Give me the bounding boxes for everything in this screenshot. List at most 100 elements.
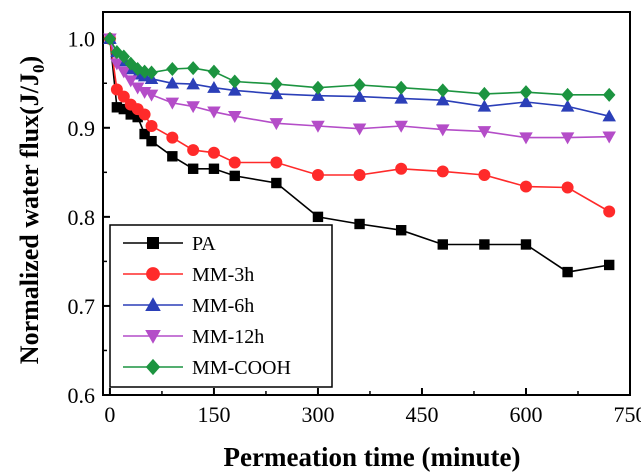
legend-label: MM-COOH — [192, 357, 291, 379]
data-point-mm-3h — [207, 146, 220, 159]
legend-label: MM-12h — [192, 326, 264, 348]
data-point-mm-cooh — [353, 78, 366, 93]
legend-item-mm-cooh: MM-COOH — [123, 357, 291, 379]
data-point-mm-6h — [519, 95, 533, 108]
data-point-mm-6h — [207, 80, 221, 93]
data-point-mm-6h — [165, 76, 180, 89]
data-point-pa — [208, 163, 220, 174]
data-point-pa — [603, 259, 615, 271]
data-point-pa — [312, 211, 324, 223]
data-point-pa — [395, 225, 407, 236]
y-tick-label: 1.0 — [68, 27, 96, 52]
y-tick-label: 0.8 — [68, 205, 96, 230]
data-point-mm-cooh — [602, 87, 616, 102]
data-point-mm-3h — [166, 131, 179, 144]
data-point-pa — [479, 239, 490, 250]
data-point-pa — [520, 239, 532, 250]
y-axis-title-end: ) — [15, 56, 44, 65]
data-point-mm-12h — [144, 89, 159, 102]
plot-frame — [102, 11, 631, 396]
data-point-mm-6h — [394, 91, 408, 104]
legend-item-mm-12h: MM-12h — [123, 326, 264, 348]
x-tick-label: 450 — [405, 402, 438, 427]
data-point-mm-6h — [436, 93, 450, 106]
data-point-mm-12h — [394, 120, 408, 133]
data-point-pa — [271, 177, 282, 189]
data-point-mm-12h — [207, 106, 221, 119]
y-tick-label: 0.6 — [68, 383, 96, 408]
data-point-mm-cooh — [145, 65, 158, 80]
series-layer — [103, 31, 616, 278]
data-point-pa — [562, 266, 573, 278]
data-point-mm-cooh — [311, 80, 325, 95]
data-point-mm-3h — [270, 156, 283, 169]
series-pa — [104, 33, 615, 278]
data-point-mm-cooh — [519, 85, 533, 100]
data-point-mm-12h — [130, 82, 145, 95]
data-point-mm-cooh — [207, 64, 221, 79]
data-point-mm-cooh — [436, 83, 450, 98]
data-point-mm-cooh — [166, 61, 179, 77]
data-point-mm-12h — [519, 132, 533, 145]
data-point-pa — [187, 163, 199, 174]
data-point-mm-3h — [561, 181, 574, 194]
data-point-mm-12h — [269, 118, 284, 131]
legend-item-mm-3h: MM-3h — [123, 264, 254, 286]
legend-marker — [145, 297, 161, 311]
data-point-mm-12h — [436, 124, 450, 137]
data-point-mm-cooh — [228, 74, 241, 89]
data-point-mm-cooh — [478, 86, 491, 101]
data-point-mm-3h — [520, 180, 532, 193]
x-tick-label: 750 — [614, 402, 641, 427]
x-tick-label: 150 — [197, 402, 230, 427]
data-point-pa — [437, 239, 448, 250]
data-point-mm-cooh — [270, 77, 283, 92]
data-point-mm-cooh — [561, 87, 574, 102]
data-point-pa — [132, 111, 143, 123]
data-point-mm-6h — [352, 89, 367, 102]
data-point-mm-12h — [602, 131, 616, 144]
data-point-mm-3h — [145, 120, 158, 132]
data-point-mm-3h — [395, 162, 408, 175]
y-axis-title: Normalized water flux(J/J0) — [15, 56, 48, 364]
data-point-mm-6h — [477, 99, 492, 112]
data-point-mm-12h — [352, 123, 367, 136]
data-point-mm-12h — [311, 120, 325, 133]
data-point-mm-3h — [311, 169, 324, 181]
data-point-mm-cooh — [103, 31, 117, 46]
data-point-mm-6h — [560, 99, 575, 112]
legend-item-pa: PA — [123, 233, 216, 255]
data-point-mm-12h — [110, 58, 124, 71]
legend-box — [109, 224, 333, 388]
data-point-mm-cooh — [117, 49, 131, 64]
data-point-pa — [118, 103, 130, 115]
data-point-pa — [229, 170, 240, 182]
y-axis-title-main: Normalized water flux(J/J — [15, 73, 44, 364]
axes: 0 150 300 450 600 750 0.6 0.7 0.8 0.9 1.0 — [68, 11, 641, 427]
legend-label: MM-3h — [192, 264, 254, 286]
data-point-mm-12h — [186, 101, 200, 114]
data-point-pa — [111, 102, 123, 113]
legend-marker — [145, 330, 161, 344]
legend-label: MM-6h — [192, 295, 254, 317]
x-axis-title: Permeation time (minute) — [224, 442, 521, 472]
x-tick-label: 0 — [104, 402, 115, 427]
data-point-mm-12h — [123, 75, 138, 88]
legend-marker — [146, 267, 160, 281]
data-point-mm-3h — [353, 169, 366, 181]
data-point-mm-3h — [138, 108, 151, 121]
data-point-pa — [125, 109, 136, 120]
y-axis-title-subscript: 0 — [29, 64, 48, 73]
data-point-pa — [167, 151, 178, 162]
data-point-mm-12h — [560, 132, 575, 145]
y-tick-label: 0.7 — [68, 294, 96, 319]
legend-marker — [147, 237, 159, 249]
data-point-mm-6h — [311, 88, 325, 101]
data-point-mm-3h — [478, 169, 491, 181]
series-mm-3h — [103, 32, 616, 218]
series-mm-6h — [103, 31, 616, 122]
data-point-mm-cooh — [394, 80, 408, 95]
data-point-mm-12h — [165, 97, 180, 110]
data-point-mm-12h — [227, 111, 242, 123]
